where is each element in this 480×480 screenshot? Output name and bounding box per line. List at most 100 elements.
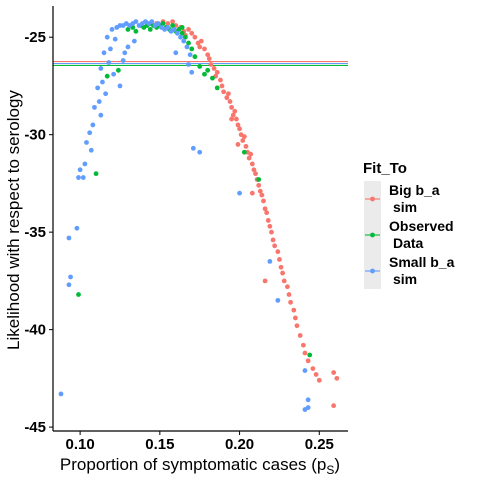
data-point	[230, 112, 236, 118]
y-tick-label: -40	[24, 322, 46, 339]
data-point	[291, 307, 297, 313]
y-axis-title: Likelihood with respect to serology	[4, 90, 23, 350]
data-point	[286, 292, 292, 297]
data-point	[302, 368, 308, 373]
data-point	[241, 134, 247, 140]
data-point	[280, 270, 286, 276]
data-point	[229, 104, 234, 110]
data-point	[103, 91, 109, 97]
data-point	[186, 62, 191, 67]
data-point	[190, 145, 196, 151]
data-point	[206, 56, 212, 62]
y-tick-label: -30	[24, 127, 46, 144]
data-point	[278, 264, 284, 270]
data-point	[256, 182, 262, 188]
x-tick-label: 0.15	[145, 436, 174, 453]
data-point	[96, 99, 102, 104]
data-point	[205, 52, 211, 58]
data-point	[305, 405, 311, 411]
data-point	[233, 116, 239, 122]
data-point	[184, 44, 190, 50]
data-point	[253, 171, 258, 177]
legend-title: Fit_To	[363, 160, 407, 177]
data-point	[165, 25, 171, 30]
data-point	[226, 91, 231, 97]
data-point	[182, 34, 188, 40]
data-point	[262, 278, 268, 284]
data-point	[235, 142, 241, 147]
data-point	[224, 95, 230, 101]
data-point	[198, 38, 204, 44]
data-point	[202, 71, 207, 77]
legend-label: sim	[393, 271, 417, 287]
data-point	[197, 149, 203, 155]
data-point	[77, 167, 83, 173]
legend-label: Big b_a	[389, 182, 440, 198]
data-point	[275, 249, 281, 255]
data-point	[192, 54, 198, 60]
data-point	[109, 26, 115, 32]
data-point	[108, 46, 113, 52]
data-point	[181, 38, 187, 44]
data-point	[178, 34, 183, 40]
data-point	[232, 108, 238, 114]
data-point	[288, 299, 293, 305]
data-point	[334, 375, 340, 381]
data-point	[297, 333, 303, 338]
data-point	[257, 188, 263, 194]
data-point	[115, 67, 121, 73]
data-point	[187, 52, 193, 58]
x-tick-label: 0.20	[225, 436, 254, 453]
data-point	[95, 85, 101, 91]
data-point	[66, 282, 72, 288]
data-point	[235, 122, 241, 128]
data-point	[202, 46, 207, 52]
data-point	[179, 30, 185, 36]
legend-label: Observed	[389, 218, 454, 234]
data-point	[219, 83, 225, 89]
data-point	[214, 69, 220, 75]
data-point	[125, 44, 131, 50]
data-point	[106, 60, 112, 65]
data-point	[189, 30, 195, 36]
data-point	[214, 85, 220, 91]
data-point	[88, 147, 94, 153]
data-point	[208, 62, 214, 67]
data-point	[316, 377, 322, 383]
data-point	[189, 69, 195, 75]
data-point	[87, 130, 93, 136]
data-point	[218, 77, 223, 83]
data-point	[272, 243, 278, 249]
data-point	[93, 171, 99, 177]
data-point	[133, 19, 139, 24]
y-tick-label: -25	[24, 29, 46, 46]
data-point	[313, 372, 319, 377]
data-point	[76, 292, 81, 297]
data-point	[221, 89, 227, 95]
data-point	[277, 257, 282, 262]
data-point	[58, 391, 64, 397]
data-point	[307, 352, 313, 358]
y-tick-label: -35	[24, 224, 46, 241]
data-point	[120, 58, 126, 63]
data-point	[111, 71, 116, 77]
data-point	[84, 140, 89, 145]
data-point	[262, 206, 268, 212]
data-point	[131, 38, 137, 44]
x-tick-label: 0.10	[66, 436, 95, 453]
legend-label: sim	[393, 199, 417, 215]
data-point	[211, 65, 217, 71]
data-point	[68, 274, 73, 280]
data-point	[248, 151, 254, 157]
x-axis-title-subscript: S	[326, 463, 334, 477]
data-point	[205, 67, 211, 73]
data-point	[117, 83, 123, 89]
data-point	[170, 23, 175, 28]
data-point	[237, 126, 242, 132]
data-point	[249, 190, 255, 196]
data-point	[267, 223, 273, 229]
